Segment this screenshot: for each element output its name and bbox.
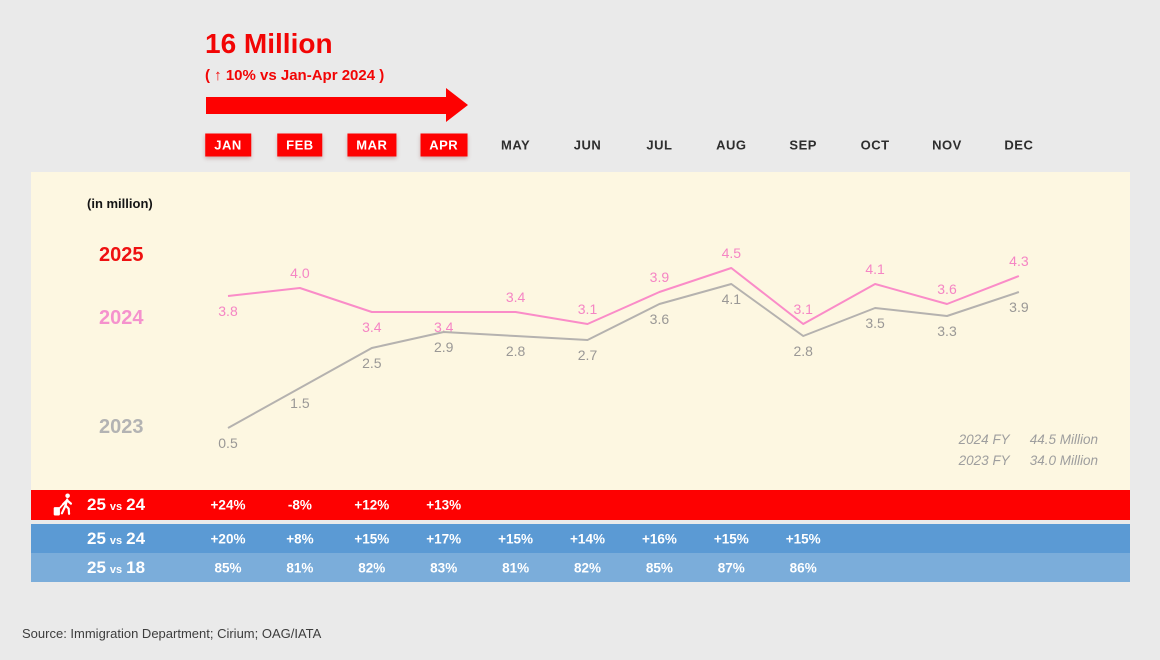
- flights-recovery-cell-jan: 85%: [214, 560, 242, 575]
- arrivals-yoy-row: 25 vs 24 +24% -8% +12% +13%: [31, 490, 1130, 520]
- fy-2024-value: 44.5 Million: [1029, 432, 1098, 447]
- arrivals-yoy-cell-mar: +12%: [354, 497, 390, 513]
- data-label-2023-mar: 2.5: [362, 355, 382, 371]
- arrivals-yoy-cell-apr: +13%: [426, 497, 462, 513]
- month-aug: AUG: [716, 137, 747, 153]
- data-label-2024-feb: 4.0: [290, 265, 310, 281]
- data-label-2023-jul: 3.6: [650, 311, 670, 327]
- flights-yoy-row: 25 vs 24 +20% +8% +15% +17% +15% +14% +16% +15% +1…: [31, 524, 1130, 553]
- data-label-2023-feb: 1.5: [290, 395, 310, 411]
- data-label-2023-jan: 0.5: [218, 435, 238, 451]
- flights-recovery-cell-mar: 82%: [358, 560, 386, 575]
- data-label-2024-mar: 3.4: [362, 319, 382, 335]
- fy-2024-label: 2024 FY: [958, 432, 1010, 447]
- headline-total: 16 Million: [205, 28, 333, 59]
- data-label-2024-dec: 4.3: [1009, 253, 1029, 269]
- flights-recovery-row: 25 vs 18 85% 81% 82% 83% 81% 82% 85% 87% 86%: [31, 553, 1130, 582]
- month-may: MAY: [500, 137, 531, 153]
- fy-2023-value: 34.0 Million: [1029, 453, 1098, 468]
- flights-recovery-cell-may: 81%: [502, 560, 530, 575]
- legend-2025: 2025: [99, 244, 144, 266]
- fy-2023-label: 2023 FY: [958, 453, 1010, 468]
- flights-recovery-cell-apr: 83%: [430, 560, 458, 575]
- legend-2024: 2024: [99, 307, 144, 329]
- month-nov: NOV: [932, 137, 962, 153]
- data-label-2024-apr: 3.4: [434, 319, 454, 335]
- month-sep: SEP: [789, 137, 817, 153]
- month-apr: APR: [420, 133, 468, 157]
- month-jul: JUL: [646, 137, 673, 153]
- data-label-2024-may: 3.4: [506, 289, 526, 305]
- flights-yoy-cell-jul: +16%: [641, 531, 677, 546]
- flights-yoy-cell-apr: +17%: [426, 531, 462, 546]
- timeline-arrow-shaft: [206, 97, 446, 114]
- arrivals-yoy-label: 25 vs 24: [87, 495, 146, 514]
- data-label-2024-aug: 4.5: [722, 245, 742, 261]
- arrivals-yoy-cell-jan: +24%: [210, 497, 246, 513]
- month-jun: JUN: [573, 137, 602, 153]
- data-label-2023-nov: 3.3: [937, 323, 957, 339]
- flights-yoy-label: 25 vs 24: [87, 528, 146, 548]
- flights-rows: 25 vs 24 +20% +8% +15% +17% +15% +14% +16% +15% +1…: [31, 524, 1130, 582]
- data-label-2024-oct: 4.1: [865, 261, 885, 277]
- unit-label: (in million): [87, 196, 153, 211]
- month-axis: JAN FEB MAR APR MAY JUN JUL AUG SEP OCT NOV DEC: [31, 130, 1130, 160]
- arrivals-yoy-cell-feb: -8%: [287, 497, 312, 513]
- data-label-2023-jun: 2.7: [578, 347, 598, 363]
- data-label-2024-jan: 3.8: [218, 303, 238, 319]
- fy-totals: 2024 FY 44.5 Million 2023 FY 34.0 Millio…: [959, 430, 1098, 471]
- flights-recovery-cell-jul: 85%: [645, 560, 673, 575]
- chart-panel: (in million) 2025 2024 2023 3.8 4.0 3.4 3.4…: [31, 172, 1130, 490]
- month-oct: OCT: [860, 137, 890, 153]
- flights-yoy-cell-feb: +8%: [286, 531, 314, 546]
- line-chart: 3.8 4.0 3.4 3.4 3.4 3.1 3.9 4.5 3.1 4.1 3.6 4.3 0.5 1…: [218, 245, 1029, 451]
- flights-yoy-cell-mar: +15%: [354, 531, 390, 546]
- data-label-2023-may: 2.8: [506, 343, 526, 359]
- flights-recovery-cell-sep: 86%: [789, 560, 817, 575]
- month-dec: DEC: [1004, 137, 1034, 153]
- data-label-2023-oct: 3.5: [865, 315, 885, 331]
- flights-yoy-cell-jan: +20%: [210, 531, 246, 546]
- flights-yoy-cell-aug: +15%: [713, 531, 749, 546]
- data-label-2023-dec: 3.9: [1009, 299, 1029, 315]
- flights-recovery-cell-jun: 82%: [573, 560, 602, 575]
- data-label-2024-jul: 3.9: [650, 269, 670, 285]
- source-note: Source: Immigration Department; Cirium; …: [22, 626, 322, 641]
- data-label-2023-apr: 2.9: [434, 339, 454, 355]
- data-label-2024-jun: 3.1: [578, 301, 598, 317]
- headline-growth-note: ( ↑ 10% vs Jan-Apr 2024 ): [205, 67, 385, 84]
- data-label-2024-sep: 3.1: [793, 301, 813, 317]
- timeline-arrow-head-icon: [446, 88, 468, 122]
- month-feb: FEB: [277, 133, 323, 157]
- data-label-2023-sep: 2.8: [793, 343, 813, 359]
- series-line-2024: [227, 267, 1020, 325]
- month-mar: MAR: [347, 133, 397, 157]
- flights-yoy-cell-may: +15%: [498, 531, 534, 546]
- flights-recovery-label: 25 vs 18: [87, 557, 146, 577]
- series-line-2023: [227, 283, 1020, 429]
- flights-yoy-cell-jun: +14%: [570, 531, 605, 546]
- month-jan: JAN: [205, 133, 251, 157]
- flights-recovery-cell-aug: 87%: [717, 560, 745, 575]
- flights-recovery-cell-feb: 81%: [286, 560, 314, 575]
- flights-yoy-cell-sep: +15%: [785, 531, 821, 546]
- legend-2023: 2023: [99, 416, 144, 438]
- data-label-2023-aug: 4.1: [722, 291, 742, 307]
- traveler-icon: [51, 492, 78, 524]
- data-label-2024-nov: 3.6: [937, 281, 957, 297]
